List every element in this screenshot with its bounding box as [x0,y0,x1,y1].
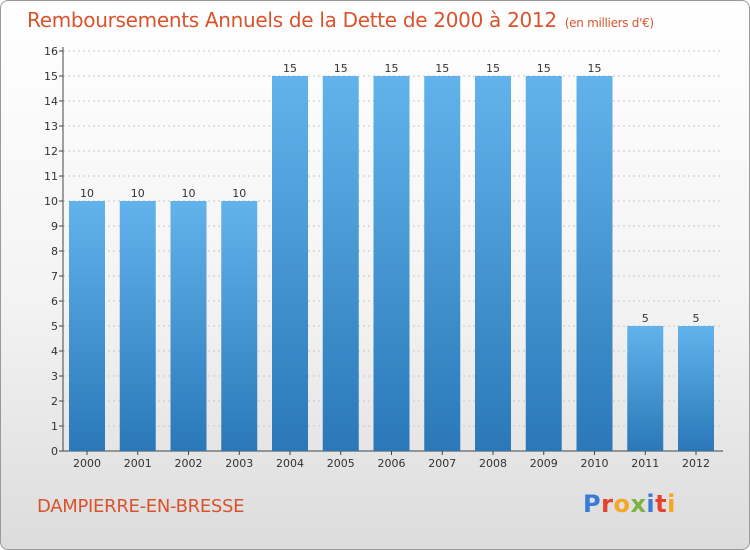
y-tick-label: 10 [44,195,58,208]
proxiti-logo[interactable]: Proxiti [583,490,676,518]
x-tick-label: 2011 [631,457,659,470]
y-tick-label: 8 [51,245,58,258]
logo-letter: i [667,490,676,518]
bar-value-label: 10 [232,187,246,200]
y-tick-label: 3 [51,370,58,383]
logo-letter: r [601,490,614,518]
bar [373,76,410,451]
y-tick-label: 13 [44,120,58,133]
x-tick-label: 2009 [530,457,558,470]
bar-value-label: 15 [537,62,551,75]
bar-value-label: 15 [486,62,500,75]
bar [424,76,461,451]
bars: 10 10 10 10 15 15 15 15 15 15 15 5 5 [69,62,714,451]
y-tick-label: 11 [44,170,58,183]
y-tick-label: 9 [51,220,58,233]
x-tick-label: 2000 [73,457,101,470]
chart-title-text: Remboursements Annuels de la Dette de 20… [27,8,557,32]
x-tick-label: 2003 [225,457,253,470]
commune-name: DAMPIERRE-EN-BRESSE [37,496,245,517]
y-tick-label: 4 [51,345,58,358]
x-tick-label: 2004 [276,457,304,470]
chart-unit: (en milliers d'€) [564,16,654,30]
bar [272,76,308,451]
bar [170,201,207,451]
bar-value-label: 15 [435,62,449,75]
y-tick-label: 5 [51,320,58,333]
x-axis-ticks: 2000 2001 2002 2003 2004 2005 2006 2007 2008 2009… [73,451,710,470]
bar-value-label: 15 [334,62,348,75]
bar-value-label: 15 [588,62,602,75]
x-tick-label: 2006 [378,457,406,470]
logo-letter: x [630,490,647,518]
bar [475,76,511,451]
bar-value-label: 15 [283,62,297,75]
y-tick-label: 7 [51,270,58,283]
bar [69,201,105,451]
bar [678,326,714,451]
y-tick-label: 12 [44,145,58,158]
logo-letter: P [583,490,602,518]
bar-value-label: 10 [80,187,94,200]
y-tick-label: 2 [51,395,58,408]
y-tick-label: 1 [51,420,58,433]
bar-value-label: 5 [693,312,700,325]
bar-value-label: 10 [131,187,145,200]
bar [119,201,156,451]
logo-letter: i [646,490,656,518]
bar [576,76,613,451]
x-tick-label: 2007 [428,457,456,470]
x-tick-label: 2008 [479,457,507,470]
x-tick-label: 2005 [327,457,355,470]
bar-value-label: 10 [182,187,196,200]
logo-letter: t [655,490,668,518]
bar-value-label: 5 [642,312,649,325]
y-tick-label: 0 [51,445,58,458]
bar [525,76,562,451]
y-tick-label: 6 [51,295,58,308]
x-tick-label: 2002 [175,457,203,470]
bar [221,201,258,451]
logo-letter: o [613,490,631,518]
bar [322,76,359,451]
bar [627,326,664,451]
y-tick-label: 14 [44,95,58,108]
x-tick-label: 2001 [124,457,152,470]
chart-title: Remboursements Annuels de la Dette de 20… [27,8,654,32]
x-tick-label: 2010 [581,457,609,470]
y-tick-label: 15 [44,70,58,83]
bar-value-label: 15 [385,62,399,75]
y-tick-label: 16 [44,45,58,58]
x-tick-label: 2012 [682,457,710,470]
